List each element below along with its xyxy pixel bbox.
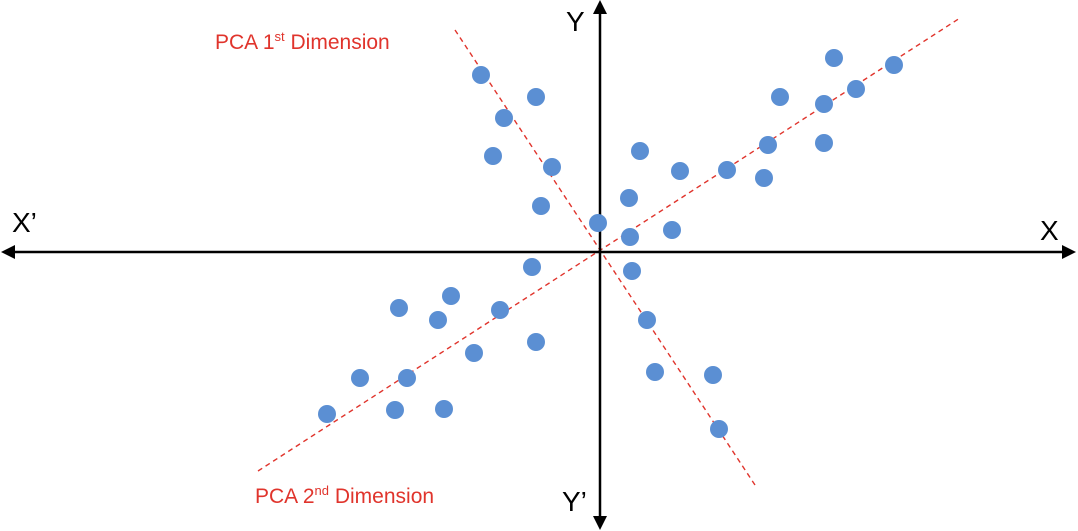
data-point bbox=[771, 88, 789, 106]
pca-2nd-dimension-line bbox=[257, 17, 961, 472]
data-point bbox=[386, 401, 404, 419]
x-axis-label: X bbox=[1040, 215, 1059, 246]
pca-1st-sup: st bbox=[275, 29, 286, 44]
pca-lines bbox=[257, 17, 961, 486]
data-point bbox=[621, 228, 639, 246]
data-point bbox=[435, 400, 453, 418]
y-axis-label: Y bbox=[566, 6, 585, 37]
pca-1st-dimension-label: PCA 1st Dimension bbox=[215, 29, 390, 54]
data-point bbox=[847, 80, 865, 98]
data-point bbox=[755, 169, 773, 187]
data-point bbox=[491, 301, 509, 319]
data-point bbox=[398, 369, 416, 387]
data-point bbox=[623, 262, 641, 280]
data-point bbox=[815, 95, 833, 113]
data-point bbox=[704, 366, 722, 384]
data-point bbox=[472, 66, 490, 84]
x-neg-axis-label: X’ bbox=[12, 207, 37, 238]
data-point bbox=[318, 405, 336, 423]
data-point bbox=[663, 221, 681, 239]
data-point bbox=[390, 299, 408, 317]
data-point bbox=[527, 88, 545, 106]
data-point bbox=[885, 56, 903, 74]
data-point bbox=[527, 333, 545, 351]
data-point bbox=[718, 161, 736, 179]
pca-2nd-sup: nd bbox=[315, 483, 329, 498]
data-point bbox=[429, 311, 447, 329]
pca-1st-dimension-line bbox=[454, 29, 756, 486]
pca-2nd-suffix: Dimension bbox=[329, 485, 434, 508]
data-point bbox=[495, 109, 513, 127]
data-point bbox=[523, 258, 541, 276]
data-point bbox=[442, 287, 460, 305]
y-neg-axis-label: Y’ bbox=[562, 486, 587, 517]
pca-2nd-dimension-label: PCA 2nd Dimension bbox=[255, 483, 434, 508]
data-point bbox=[631, 142, 649, 160]
pca-2nd-prefix: PCA 2 bbox=[255, 485, 315, 508]
data-point bbox=[532, 197, 550, 215]
data-point bbox=[484, 147, 502, 165]
pca-1st-prefix: PCA 1 bbox=[215, 31, 275, 54]
data-point bbox=[815, 134, 833, 152]
data-point bbox=[620, 189, 638, 207]
data-point bbox=[589, 214, 607, 232]
data-point bbox=[710, 420, 728, 438]
data-point bbox=[465, 344, 483, 362]
data-point bbox=[638, 311, 656, 329]
data-point bbox=[759, 136, 777, 154]
data-points bbox=[318, 49, 903, 438]
data-point bbox=[825, 49, 843, 67]
data-point bbox=[671, 162, 689, 180]
data-point bbox=[351, 369, 369, 387]
data-point bbox=[646, 363, 664, 381]
data-point bbox=[543, 158, 561, 176]
pca-1st-suffix: Dimension bbox=[285, 31, 390, 54]
